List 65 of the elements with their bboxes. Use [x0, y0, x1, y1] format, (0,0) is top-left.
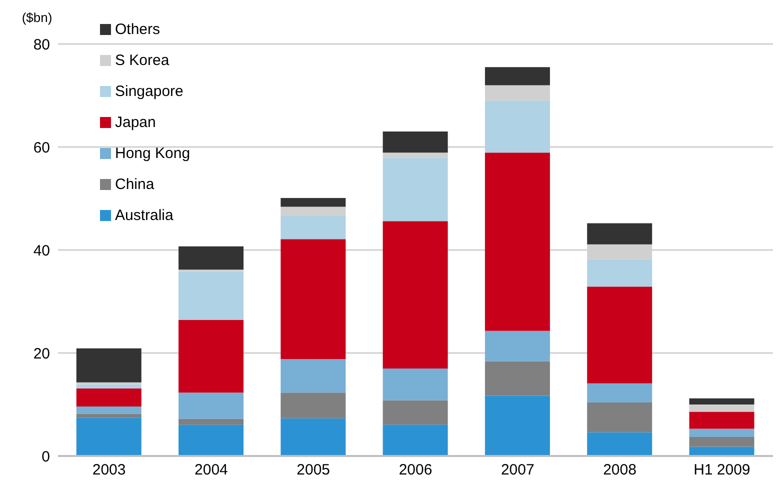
bar: [689, 446, 754, 456]
bar: [382, 221, 448, 368]
x-tick-label: 2005: [296, 462, 330, 479]
bar: [484, 85, 550, 101]
bar: [280, 239, 346, 360]
x-tick-label: 2008: [603, 462, 636, 479]
bar: [178, 320, 244, 393]
bar: [484, 330, 550, 362]
bar: [76, 348, 142, 382]
y-tick-label: 20: [33, 345, 50, 362]
legend-label: Singapore: [115, 83, 184, 100]
x-tick-label: 2004: [194, 462, 228, 479]
y-axis-title: ($bn): [22, 10, 52, 25]
bar: [382, 368, 448, 400]
y-tick-label: 80: [33, 36, 50, 54]
bar: [382, 400, 448, 425]
bar: [280, 206, 346, 216]
bar: [280, 198, 346, 207]
bar: [178, 246, 244, 270]
bar: [484, 67, 550, 86]
bar: [689, 398, 754, 404]
bar: [689, 404, 754, 412]
bar: [382, 424, 448, 456]
bar: [382, 158, 448, 222]
bar: [178, 272, 244, 320]
bar: [587, 259, 652, 287]
y-tick-label: 40: [33, 242, 50, 260]
bar: [484, 396, 550, 456]
bar: [689, 412, 754, 429]
bar: [689, 436, 754, 447]
bar: [587, 286, 652, 384]
bar: [76, 414, 142, 418]
x-tick-label: 2007: [500, 462, 534, 479]
bar: [382, 152, 448, 158]
legend-label: China: [115, 176, 154, 193]
bar: [280, 359, 346, 393]
bar: [76, 384, 142, 389]
bar: [280, 392, 346, 418]
x-tick-label: 2003: [92, 462, 126, 479]
bar: [178, 424, 244, 456]
bar: [587, 223, 652, 244]
legend-label: Hong Kong: [115, 145, 190, 162]
bar: [587, 432, 652, 456]
bar: [76, 418, 142, 456]
bar: [484, 361, 550, 396]
bar: [280, 216, 346, 240]
bar: [484, 100, 550, 153]
x-tick-label: 2006: [398, 462, 432, 479]
bar: [587, 402, 652, 432]
bar: [178, 418, 244, 425]
legend-label: Australia: [115, 207, 174, 224]
bar: [178, 392, 244, 419]
bar: [587, 383, 652, 402]
x-tick-label: H1 2009: [694, 462, 750, 479]
bar: [484, 152, 550, 331]
bar: [689, 428, 754, 437]
bar: [280, 418, 346, 456]
bar: [76, 406, 142, 414]
legend-label: S Korea: [115, 52, 170, 69]
y-tick-label: 0: [42, 448, 50, 466]
legend-label: Japan: [115, 114, 156, 131]
bar: [76, 388, 142, 407]
legend-label: Others: [115, 21, 160, 38]
bar: [382, 132, 448, 153]
y-tick-label: 60: [33, 139, 50, 156]
